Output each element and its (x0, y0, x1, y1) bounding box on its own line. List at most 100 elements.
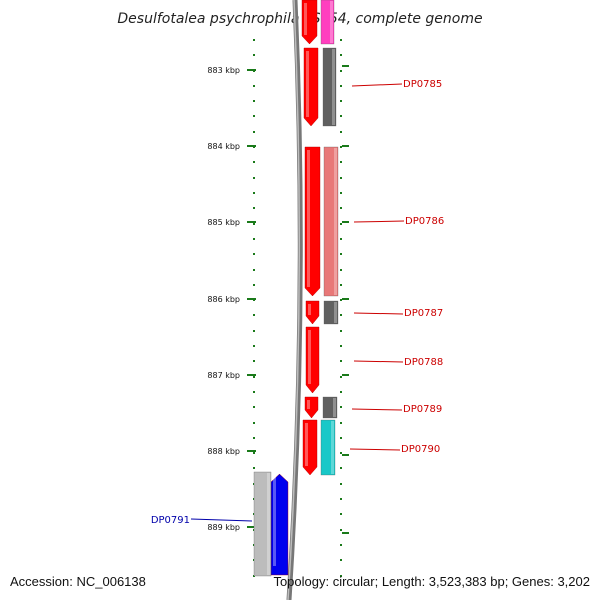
gene-label-dp0785[interactable]: DP0785 (403, 79, 442, 90)
scale-tick-label: 888 kbp (207, 447, 240, 456)
feature-block-shine (330, 1, 333, 43)
feature-block-shine (334, 302, 337, 323)
gene-label-dp0787[interactable]: DP0787 (404, 308, 443, 319)
feature-block-dp0787[interactable] (323, 300, 339, 325)
gene-arrow-shine (307, 150, 310, 287)
gene-label-dp0788[interactable]: DP0788 (404, 357, 443, 368)
gene-arrow-shine (305, 423, 308, 466)
scale-minor-tick (253, 406, 255, 408)
gene-label-dp0786[interactable]: DP0786 (405, 216, 444, 227)
scale-minor-tick (340, 483, 342, 485)
scale-minor-tick (253, 314, 255, 316)
feature-block-dp0789[interactable] (322, 396, 338, 419)
gene-label-leader (353, 220, 405, 223)
scale-minor-tick (340, 467, 342, 469)
scale-minor-tick (253, 269, 255, 271)
scale-minor-tick (253, 115, 255, 117)
feature-block-shine (332, 49, 335, 125)
gene-arrow-dp0790[interactable] (302, 419, 318, 476)
gene-arrow-shine (308, 330, 311, 384)
feature-block-dp0785[interactable] (322, 47, 337, 127)
gene-arrow-dp0786[interactable] (304, 146, 321, 297)
scale-minor-tick (340, 406, 342, 408)
scale-minor-tick (253, 223, 255, 225)
scale-minor-tick (253, 207, 255, 209)
scale-minor-tick (340, 498, 342, 500)
gene-label-dp0789[interactable]: DP0789 (403, 404, 442, 415)
scale-minor-tick (340, 146, 342, 148)
tick-layer: 883 kbp 884 kbp 885 kbp 886 kbp 887 kbp 888 k… (207, 39, 349, 577)
scale-minor-tick (340, 269, 342, 271)
gene-arrow-shine (308, 304, 311, 315)
feature-block-dp0786[interactable] (323, 146, 339, 297)
scale-minor-tick (340, 544, 342, 546)
gene-label-leader (353, 360, 404, 363)
gene-label-dp0791[interactable]: DP0791 (151, 515, 190, 526)
scale-tick-label: 885 kbp (207, 218, 240, 227)
scale-minor-tick (253, 131, 255, 133)
feature-block-shine (331, 421, 334, 474)
scale-minor-tick (253, 422, 255, 424)
feature-block[interactable] (320, 0, 335, 45)
scale-minor-tick (253, 54, 255, 56)
scale-minor-tick (253, 85, 255, 87)
scale-minor-tick (340, 253, 342, 255)
gene-arrow-dp0789[interactable] (304, 396, 319, 419)
scale-minor-tick (340, 360, 342, 362)
scale-minor-tick (253, 177, 255, 179)
scale-minor-tick (340, 452, 342, 454)
scale-minor-tick (340, 115, 342, 117)
accession-text: Accession: NC_006138 (10, 574, 146, 589)
scale-minor-tick (253, 299, 255, 301)
scale-minor-tick (340, 85, 342, 87)
feature-block-shine (334, 148, 337, 295)
gene-label-leader (349, 448, 401, 451)
feature-block-shine (267, 473, 270, 575)
feature-block-dp0791[interactable] (253, 471, 272, 577)
scale-minor-tick (253, 345, 255, 347)
genome-title: Desulfotalea psychrophila LSv54, complet… (117, 11, 482, 27)
scale-minor-tick (253, 452, 255, 454)
scale-minor-tick (253, 437, 255, 439)
scale-tick-label: 883 kbp (207, 66, 240, 75)
scale-tick-label: 889 kbp (207, 523, 240, 532)
gene-arrow-shine (273, 477, 276, 566)
gene-layer (253, 0, 339, 577)
scale-minor-tick (253, 100, 255, 102)
scale-minor-tick (340, 192, 342, 194)
gene-label-leader (190, 518, 253, 522)
scale-minor-tick (340, 177, 342, 179)
scale-minor-tick (340, 513, 342, 515)
feature-block-shine (333, 398, 336, 417)
gene-label-leader (351, 83, 403, 87)
gene-arrow-shine (304, 3, 307, 35)
scale-minor-tick (253, 391, 255, 393)
gene-arrow-dp0785[interactable] (303, 47, 319, 127)
scale-minor-tick (340, 131, 342, 133)
gene-arrow-shine (306, 51, 309, 117)
scale-minor-tick (340, 314, 342, 316)
label-layer: DP0785 DP0786 DP0787 DP0788 DP0789 DP0790 DP07… (151, 79, 444, 526)
scale-minor-tick (340, 422, 342, 424)
gene-arrow-dp0787[interactable] (305, 300, 320, 325)
gene-arrow-shine (307, 400, 310, 409)
scale-minor-tick (253, 360, 255, 362)
scale-minor-tick (340, 391, 342, 393)
scale-minor-tick (340, 529, 342, 531)
scale-minor-tick (253, 70, 255, 72)
scale-minor-tick (253, 284, 255, 286)
gene-label-dp0790[interactable]: DP0790 (401, 444, 440, 455)
gene-label-leader (353, 312, 404, 315)
scale-minor-tick (253, 253, 255, 255)
scale-minor-tick (340, 284, 342, 286)
gene-label-leader (351, 408, 403, 411)
gene-arrow-dp0788[interactable] (305, 326, 320, 394)
gene-arrow[interactable] (301, 0, 318, 45)
scale-minor-tick (340, 223, 342, 225)
scale-minor-tick (340, 54, 342, 56)
scale-minor-tick (253, 192, 255, 194)
scale-minor-tick (340, 39, 342, 41)
scale-minor-tick (340, 207, 342, 209)
feature-block-dp0790[interactable] (320, 419, 336, 476)
